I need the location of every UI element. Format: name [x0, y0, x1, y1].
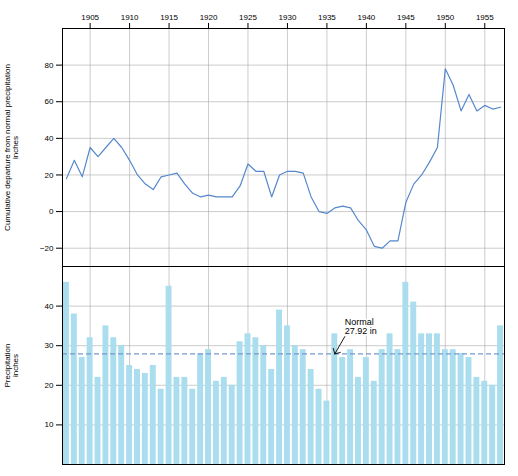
- svg-text:10: 10: [45, 420, 54, 429]
- svg-text:Normal27.92 in: Normal27.92 in: [345, 317, 377, 336]
- svg-text:1935: 1935: [318, 13, 336, 22]
- svg-text:60: 60: [45, 97, 54, 106]
- svg-text:1955: 1955: [476, 13, 494, 22]
- svg-text:0: 0: [49, 207, 54, 216]
- svg-text:Precipitationinches: Precipitationinches: [3, 343, 20, 387]
- svg-text:20: 20: [45, 171, 54, 180]
- svg-text:1915: 1915: [160, 13, 178, 22]
- svg-text:1920: 1920: [200, 13, 218, 22]
- svg-text:1945: 1945: [397, 13, 415, 22]
- svg-text:20: 20: [45, 381, 54, 390]
- svg-text:1925: 1925: [239, 13, 257, 22]
- svg-text:40: 40: [45, 134, 54, 143]
- svg-text:1910: 1910: [121, 13, 139, 22]
- svg-text:1950: 1950: [436, 13, 454, 22]
- svg-text:Cumulative departure from norm: Cumulative departure from normal precipi…: [3, 64, 20, 231]
- svg-text:1905: 1905: [81, 13, 99, 22]
- svg-text:30: 30: [45, 341, 54, 350]
- svg-text:1930: 1930: [279, 13, 297, 22]
- svg-text:40: 40: [45, 302, 54, 311]
- svg-text:−20: −20: [40, 244, 54, 253]
- svg-text:80: 80: [45, 61, 54, 70]
- svg-text:1940: 1940: [357, 13, 375, 22]
